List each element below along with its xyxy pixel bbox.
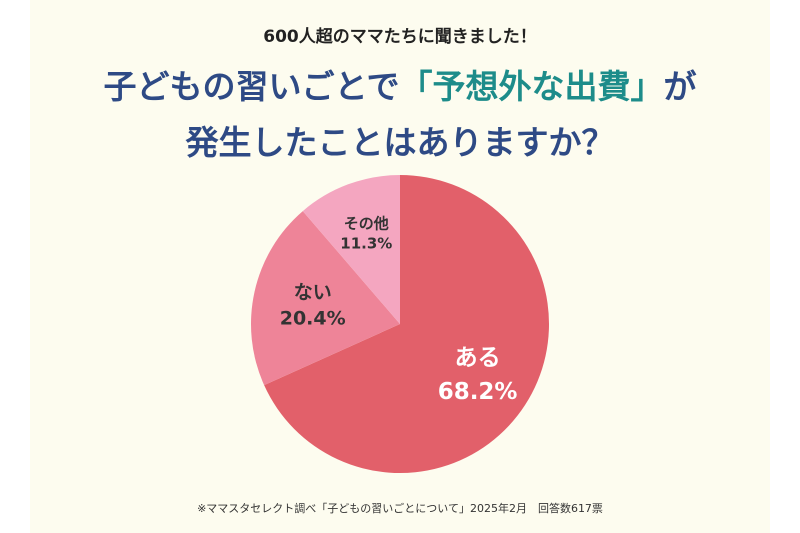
pie-slice-2: [302, 175, 400, 324]
chart-title-line-1: 子どもの習いごとで「予想外な出費」が: [0, 60, 800, 108]
slice-label-0: ある: [455, 345, 501, 371]
chart-title-line-2: 発生したことはありますか？: [185, 123, 615, 162]
slice-value-0: 68.2%: [438, 379, 518, 405]
slice-label-2: その他: [344, 215, 389, 233]
title-highlight: 「予想外な出費」: [399, 67, 664, 106]
slice-label-1: ない: [294, 281, 332, 303]
pie-slice-0: [264, 175, 549, 473]
slice-value-2: 11.3%: [340, 235, 392, 253]
pie-slice-1: [250, 211, 400, 386]
slice-value-1: 20.4%: [280, 307, 346, 329]
chart-subtitle: 600人超のママたちに聞きました！: [263, 27, 537, 47]
title-text-end: が: [663, 67, 697, 106]
title-text: 子どもの習いごとで: [103, 67, 400, 106]
source-footnote: ※ママスタセレクト調べ「子どもの習いごとについて」2025年2月 回答数617票: [197, 502, 603, 515]
